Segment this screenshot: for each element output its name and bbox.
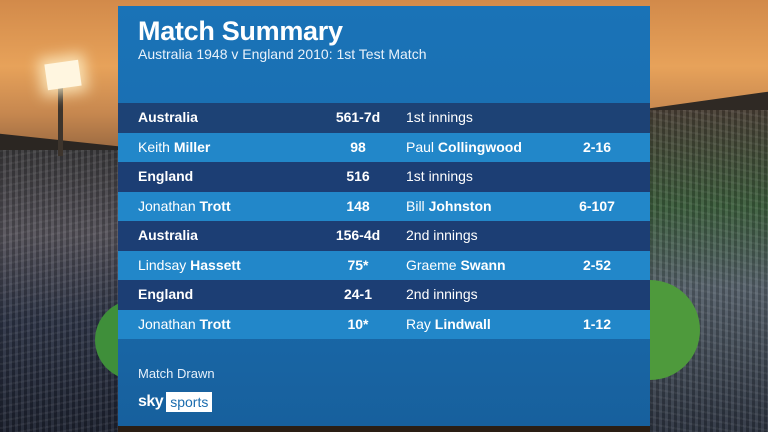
logo-sports-text: sports — [166, 392, 213, 412]
innings-label: 1st innings — [406, 168, 473, 184]
team-row: Australia 561-7d 1st innings — [118, 103, 650, 133]
bowler-first-name: Paul — [406, 138, 435, 155]
team-score: 24-1 — [343, 286, 373, 302]
batsman-runs: 10* — [347, 315, 369, 332]
team-name: England — [138, 168, 194, 184]
batsman-first-name: Jonathan — [138, 197, 196, 214]
batsman-name: Lindsay Hassett — [138, 251, 241, 281]
batsman-first-name: Jonathan — [138, 315, 196, 332]
bowler-last-name: Swann — [460, 256, 506, 273]
batsman-name: Jonathan Trott — [138, 310, 231, 340]
logo-sky-text: sky — [138, 393, 164, 410]
bowler-first-name: Ray — [406, 315, 431, 332]
bowler-name: Graeme Swann — [406, 251, 506, 281]
player-row: Lindsay Hassett 75* Graeme Swann 2-52 — [118, 250, 650, 281]
batsman-name: Jonathan Trott — [138, 192, 231, 222]
batsman-first-name: Lindsay — [138, 256, 187, 273]
match-result: Match Drawn — [138, 366, 215, 381]
team-name: Australia — [138, 227, 198, 243]
bowler-name: Bill Johnston — [406, 192, 492, 222]
floodlight-icon — [44, 59, 82, 91]
match-summary-panel: Match Summary Australia 1948 v England 2… — [118, 6, 650, 426]
player-row: Jonathan Trott 10* Ray Lindwall 1-12 — [118, 309, 650, 340]
batsman-last-name: Miller — [173, 138, 211, 155]
bowler-last-name: Collingwood — [437, 138, 522, 155]
panel-title: Match Summary — [138, 16, 343, 46]
bowler-first-name: Bill — [406, 197, 425, 214]
bowling-figures: 6-107 — [579, 197, 615, 214]
batsman-name: Keith Miller — [138, 133, 210, 163]
scorecard-table: Australia 561-7d 1st innings Keith Mille… — [118, 103, 650, 339]
batsman-runs: 75* — [347, 256, 369, 273]
bowler-last-name: Lindwall — [434, 315, 491, 332]
team-score: 561-7d — [335, 109, 381, 125]
bowler-last-name: Johnston — [428, 197, 492, 214]
bowling-figures: 2-16 — [582, 138, 612, 155]
batsman-runs: 98 — [350, 138, 366, 155]
bowler-name: Ray Lindwall — [406, 310, 491, 340]
bowler-name: Paul Collingwood — [406, 133, 522, 163]
crowd-stand-right — [650, 110, 768, 432]
sky-sports-logo: sky sports — [138, 392, 213, 412]
team-row: England 516 1st innings — [118, 162, 650, 192]
batsman-runs: 148 — [346, 197, 370, 214]
innings-label: 1st innings — [406, 109, 473, 125]
team-name: Australia — [138, 109, 198, 125]
team-row: Australia 156-4d 2nd innings — [118, 221, 650, 251]
batsman-last-name: Trott — [199, 315, 231, 332]
innings-label: 2nd innings — [406, 227, 478, 243]
batsman-first-name: Keith — [138, 138, 170, 155]
batsman-last-name: Trott — [199, 197, 231, 214]
team-score: 516 — [346, 168, 370, 184]
bowling-figures: 1-12 — [582, 315, 612, 332]
panel-subtitle: Australia 1948 v England 2010: 1st Test … — [138, 46, 427, 62]
bowler-first-name: Graeme — [406, 256, 457, 273]
team-name: England — [138, 286, 194, 302]
innings-label: 2nd innings — [406, 286, 478, 302]
player-row: Jonathan Trott 148 Bill Johnston 6-107 — [118, 191, 650, 222]
crowd-stand-left — [0, 150, 118, 432]
floodlight-pole — [58, 86, 63, 156]
team-score: 156-4d — [335, 227, 381, 243]
batsman-last-name: Hassett — [190, 256, 241, 273]
bowling-figures: 2-52 — [582, 256, 612, 273]
team-row: England 24-1 2nd innings — [118, 280, 650, 310]
player-row: Keith Miller 98 Paul Collingwood 2-16 — [118, 132, 650, 163]
